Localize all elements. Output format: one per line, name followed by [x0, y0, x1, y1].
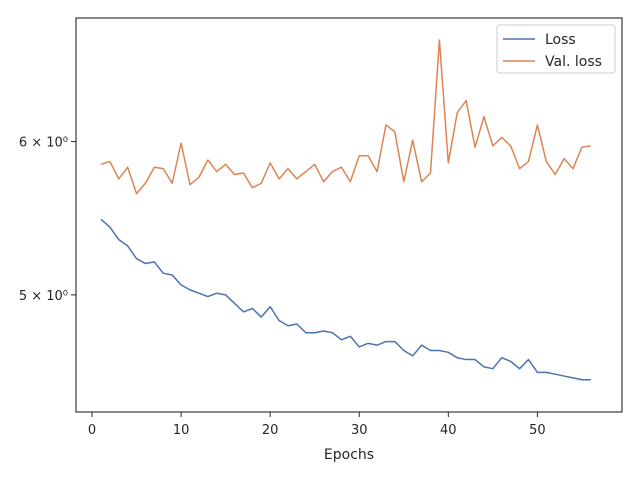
x-axis-label: Epochs [324, 447, 374, 463]
x-tick-label: 40 [440, 423, 457, 438]
x-axis: 0 10 20 30 40 50 [88, 412, 546, 438]
y-axis: 5 × 10⁰ 6 × 10⁰ [19, 136, 76, 304]
legend-label: Val. loss [545, 54, 602, 70]
x-tick-label: 30 [351, 423, 368, 438]
legend-label: Loss [545, 32, 576, 48]
x-tick-label: 50 [529, 423, 546, 438]
plot-frame [75, 17, 623, 413]
y-tick-label: 6 × 10⁰ [19, 136, 68, 151]
x-tick-label: 10 [173, 423, 190, 438]
series-line-loss [100, 218, 591, 381]
legend: Loss Val. loss [496, 24, 616, 74]
series-layer [100, 39, 591, 381]
x-tick-label: 20 [262, 423, 279, 438]
y-tick-label: 5 × 10⁰ [19, 289, 68, 304]
plot-area [75, 17, 623, 413]
series-line-val-loss [100, 39, 591, 195]
x-tick-label: 0 [88, 423, 96, 438]
